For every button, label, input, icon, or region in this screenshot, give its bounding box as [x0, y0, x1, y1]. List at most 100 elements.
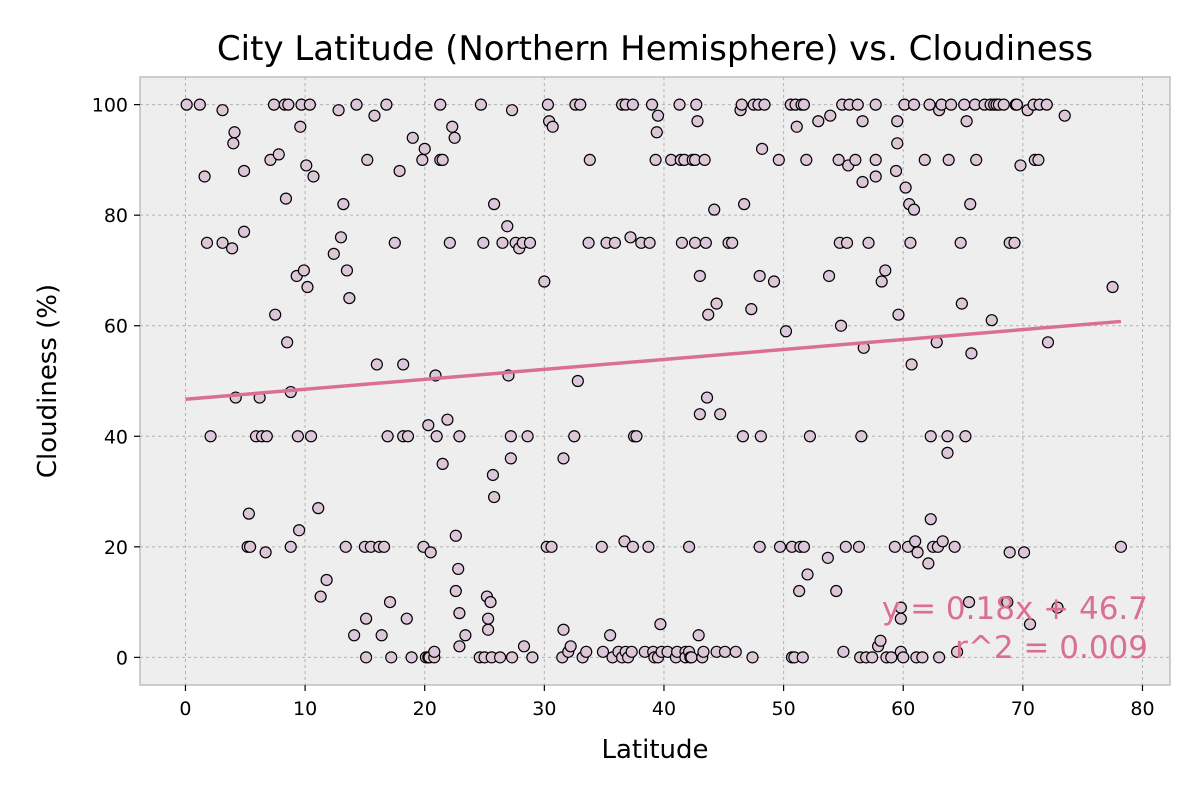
data-point [834, 319, 848, 332]
data-point [303, 98, 316, 111]
data-point [955, 297, 968, 310]
y-tick-label: 20 [104, 537, 128, 559]
data-point [448, 131, 461, 144]
data-point [301, 280, 314, 294]
data-point [796, 651, 809, 664]
data-point [216, 104, 229, 117]
data-point [970, 153, 983, 167]
data-point [397, 358, 410, 371]
data-point [699, 236, 712, 249]
data-point [434, 98, 447, 111]
data-point [837, 645, 850, 658]
plot-frame [139, 76, 1171, 686]
data-point [905, 358, 918, 371]
data-point [1001, 595, 1014, 609]
data-point [936, 535, 949, 548]
data-point [284, 540, 297, 553]
data-point [997, 98, 1010, 111]
data-point [729, 645, 742, 658]
data-point [282, 98, 295, 111]
data-point [264, 153, 277, 167]
data-point [546, 120, 559, 133]
data-point [700, 391, 714, 404]
data-point [1040, 98, 1053, 111]
data-point [726, 236, 739, 249]
data-point [855, 430, 868, 443]
data-point [400, 612, 413, 625]
data-point [293, 524, 306, 537]
data-point [436, 153, 449, 167]
data-point [673, 98, 686, 111]
y-tick-label: 40 [104, 426, 128, 448]
data-point [608, 236, 622, 249]
data-point [521, 430, 534, 443]
data-point [501, 220, 514, 233]
data-point [897, 651, 910, 664]
data-point [227, 137, 240, 150]
x-tick-label: 60 [891, 698, 915, 720]
data-point [377, 540, 391, 553]
data-point [505, 104, 519, 117]
y-tick-label: 100 [92, 95, 128, 117]
data-point [797, 98, 811, 111]
data-point [642, 540, 655, 553]
data-point [314, 590, 327, 603]
data-point [297, 264, 310, 277]
data-point [625, 645, 638, 658]
data-point [964, 198, 977, 211]
data-point [645, 98, 659, 111]
data-point [359, 612, 373, 625]
data-point [790, 120, 803, 133]
data-point [340, 264, 354, 277]
data-point [924, 513, 937, 526]
data-point [708, 203, 721, 216]
x-tick-label: 20 [413, 698, 437, 720]
data-point [281, 336, 294, 349]
data-point [698, 153, 711, 167]
data-point [453, 640, 466, 653]
data-point [260, 430, 273, 443]
data-point [474, 98, 488, 111]
data-point [1032, 153, 1045, 167]
data-point [800, 153, 813, 167]
data-point [710, 297, 723, 310]
data-point [486, 468, 500, 482]
data-point [482, 612, 495, 625]
data-point [484, 595, 497, 609]
data-point [959, 430, 972, 443]
data-point [459, 629, 472, 642]
data-point [918, 153, 931, 167]
data-point [216, 236, 229, 249]
data-point [430, 430, 443, 443]
data-point [449, 584, 462, 598]
data-point [446, 120, 459, 133]
data-point [477, 236, 490, 249]
data-point [557, 623, 570, 636]
data-point [453, 607, 466, 620]
data-point [523, 236, 537, 249]
data-point [891, 137, 904, 150]
data-point [291, 430, 305, 443]
data-point [862, 236, 875, 249]
data-point [755, 142, 769, 155]
data-point [753, 269, 766, 283]
data-point [688, 236, 702, 249]
data-point [933, 651, 946, 664]
data-point [753, 540, 766, 553]
data-point [718, 645, 732, 658]
data-point [643, 236, 656, 249]
data-point [735, 98, 748, 111]
data-point [916, 651, 929, 664]
data-point [1014, 159, 1027, 172]
data-point [738, 198, 751, 211]
data-point [866, 651, 879, 664]
data-point [406, 131, 419, 144]
data-point [899, 181, 912, 194]
data-point [334, 231, 348, 244]
data-point [370, 358, 383, 371]
data-point [428, 645, 441, 658]
data-point [849, 153, 862, 167]
data-point [200, 236, 214, 249]
data-point [830, 584, 843, 598]
data-point [950, 645, 964, 658]
